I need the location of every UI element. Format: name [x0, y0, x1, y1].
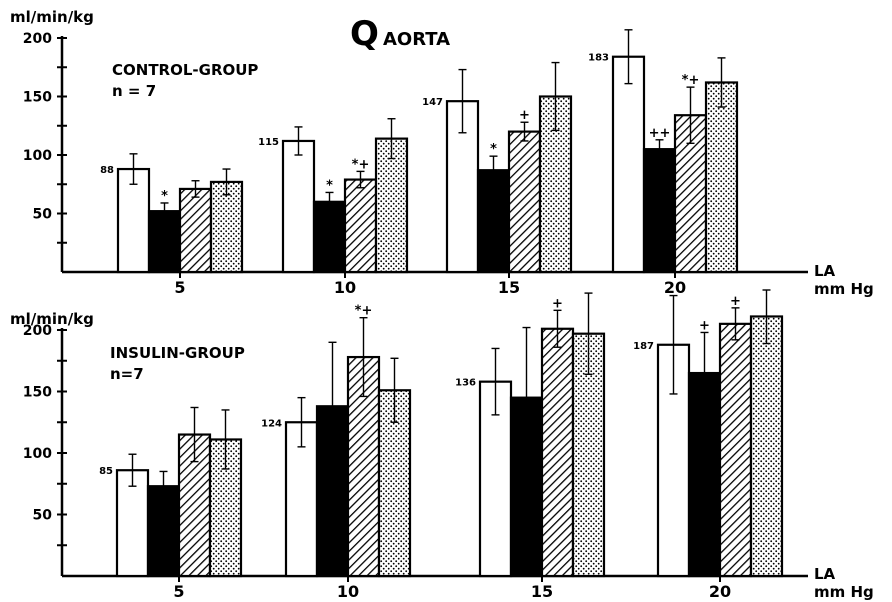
x-category-label: 5 — [174, 278, 185, 297]
x-axis-label-mmhg-top: mm Hg — [814, 280, 874, 298]
x-axis-label-la-bottom: LA — [814, 565, 836, 583]
significance-mark: + — [552, 296, 563, 311]
n-label-insulin: n=7 — [110, 365, 144, 383]
bar-value-label: 88 — [100, 165, 114, 176]
bar — [312, 200, 347, 274]
chart-title-aorta: AORTA — [383, 29, 450, 50]
significance-mark: + — [699, 318, 710, 333]
bar-value-label: 136 — [455, 378, 476, 389]
y-tick-label: 50 — [33, 508, 53, 524]
y-tick-label: 100 — [23, 148, 52, 164]
x-axis-label-la-top: LA — [814, 262, 836, 280]
significance-mark: + — [519, 108, 530, 123]
y-tick-label: 150 — [23, 385, 52, 401]
bar-value-label: 115 — [258, 137, 279, 148]
bar — [476, 169, 511, 274]
significance-mark: * — [490, 142, 497, 157]
bar — [115, 469, 150, 578]
group-label-insulin: INSULIN-GROUP — [110, 344, 245, 362]
significance-mark: *+ — [352, 157, 370, 172]
bar — [343, 178, 378, 274]
bar-value-label: 147 — [422, 97, 443, 108]
bar — [642, 148, 677, 274]
group-label-control: CONTROL-GROUP — [112, 61, 258, 79]
bar — [611, 55, 646, 274]
bar-value-label: 124 — [261, 418, 282, 429]
bar — [507, 130, 542, 274]
bar — [540, 327, 575, 578]
n-label-control: n = 7 — [112, 82, 156, 100]
significance-mark: *+ — [355, 304, 373, 319]
y-tick-label: 100 — [23, 446, 52, 462]
x-category-label: 5 — [173, 582, 184, 601]
bar-value-label: 85 — [99, 466, 113, 477]
bar — [749, 315, 784, 578]
x-category-label: 20 — [709, 582, 731, 601]
x-category-label: 15 — [531, 582, 553, 601]
y-tick-label: 50 — [33, 207, 53, 223]
bar — [718, 322, 753, 578]
bar-value-label: 183 — [588, 53, 609, 64]
chart-title-q: Q — [350, 14, 379, 54]
y-tick-label: 200 — [23, 31, 52, 47]
y-unit-label-top: ml/min/kg — [10, 8, 94, 26]
significance-mark: *+ — [682, 73, 700, 88]
bar — [281, 139, 316, 274]
x-category-label: 20 — [664, 278, 686, 297]
y-unit-label-bottom: ml/min/kg — [10, 310, 94, 328]
significance-mark: ++ — [649, 126, 671, 141]
x-category-label: 10 — [334, 278, 356, 297]
y-tick-label: 150 — [23, 90, 52, 106]
x-category-label: 10 — [337, 582, 359, 601]
bar — [147, 210, 182, 274]
bar — [704, 81, 739, 274]
significance-mark: * — [326, 178, 333, 193]
y-tick-label: 200 — [23, 323, 52, 339]
significance-mark: * — [161, 189, 168, 204]
panel-1: 50 100 150 200 5 85 10 *+ 124 15 +136 20 + +187 — [23, 289, 808, 601]
bar — [374, 137, 409, 274]
bar — [178, 187, 213, 274]
x-category-label: 15 — [498, 278, 520, 297]
significance-mark: + — [730, 294, 741, 309]
chart-panels: 501001502005*8810**+11515*+14720++*+1835… — [23, 29, 808, 601]
x-axis-label-mmhg-bottom: mm Hg — [814, 583, 874, 601]
bar-value-label: 187 — [633, 341, 654, 352]
